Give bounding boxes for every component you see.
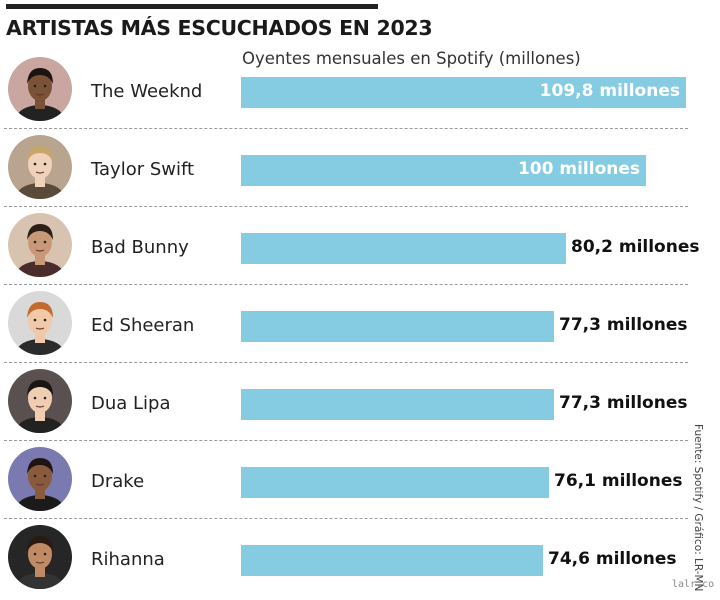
category-label: Ed Sheeran xyxy=(91,315,195,336)
artist-photo xyxy=(8,213,72,277)
artist-photo xyxy=(8,135,72,199)
data-label: 76,1 millones xyxy=(554,471,683,491)
row-divider xyxy=(4,362,688,363)
bar xyxy=(241,155,646,186)
bar xyxy=(241,233,566,264)
row-divider xyxy=(4,206,688,207)
row-divider xyxy=(4,128,688,129)
artist-photo xyxy=(8,525,72,589)
data-label: 80,2 millones xyxy=(571,237,700,257)
watermark: lalr.co xyxy=(672,579,715,590)
category-label: Drake xyxy=(91,471,145,492)
bar xyxy=(241,467,549,498)
chart-subtitle: Oyentes mensuales en Spotify (millones) xyxy=(242,49,581,68)
data-label: 77,3 millones xyxy=(559,393,688,413)
artist-photo xyxy=(8,291,72,355)
source-note: Fuente: Spotify / Gráfico: LR-MN xyxy=(692,424,704,592)
title-rule xyxy=(6,4,378,9)
category-label: Rihanna xyxy=(91,549,165,570)
data-label: 100 millones xyxy=(517,159,640,179)
data-label: 77,3 millones xyxy=(559,315,688,335)
category-label: Dua Lipa xyxy=(91,393,171,414)
artist-photo xyxy=(8,447,72,511)
bar xyxy=(241,545,543,576)
row-divider xyxy=(4,518,688,519)
bar xyxy=(241,77,686,108)
category-label: The Weeknd xyxy=(91,81,203,102)
bar xyxy=(241,389,554,420)
category-label: Bad Bunny xyxy=(91,237,189,258)
bar xyxy=(241,311,554,342)
category-label: Taylor Swift xyxy=(91,159,195,180)
artist-photo xyxy=(8,369,72,433)
data-label: 74,6 millones xyxy=(548,549,677,569)
chart-title: ARTISTAS MÁS ESCUCHADOS EN 2023 xyxy=(6,16,433,40)
row-divider xyxy=(4,440,688,441)
artist-photo xyxy=(8,57,72,121)
data-label: 109,8 millones xyxy=(539,81,680,101)
row-divider xyxy=(4,284,688,285)
